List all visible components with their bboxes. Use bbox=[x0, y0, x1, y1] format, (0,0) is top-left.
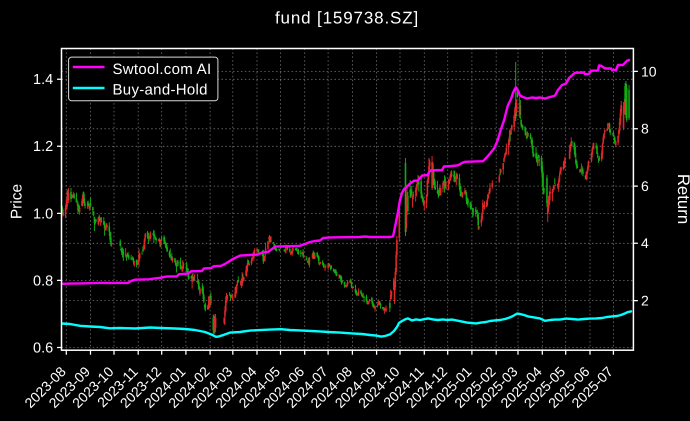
svg-text:Buy-and-Hold: Buy-and-Hold bbox=[113, 82, 208, 99]
svg-text:6: 6 bbox=[641, 178, 649, 194]
svg-text:fund [159738.SZ]: fund [159738.SZ] bbox=[275, 9, 419, 28]
svg-text:8: 8 bbox=[641, 121, 649, 137]
svg-text:0.6: 0.6 bbox=[33, 340, 53, 356]
svg-text:1.2: 1.2 bbox=[33, 139, 53, 155]
svg-text:2: 2 bbox=[641, 293, 649, 309]
svg-text:0.8: 0.8 bbox=[33, 273, 53, 289]
svg-text:10: 10 bbox=[641, 63, 657, 79]
svg-text:1.0: 1.0 bbox=[33, 206, 53, 222]
svg-text:Return: Return bbox=[674, 174, 690, 224]
svg-text:Price: Price bbox=[9, 184, 26, 219]
svg-text:Swtool.com AI: Swtool.com AI bbox=[113, 61, 212, 78]
svg-text:4: 4 bbox=[641, 235, 649, 251]
svg-text:1.4: 1.4 bbox=[33, 72, 53, 88]
